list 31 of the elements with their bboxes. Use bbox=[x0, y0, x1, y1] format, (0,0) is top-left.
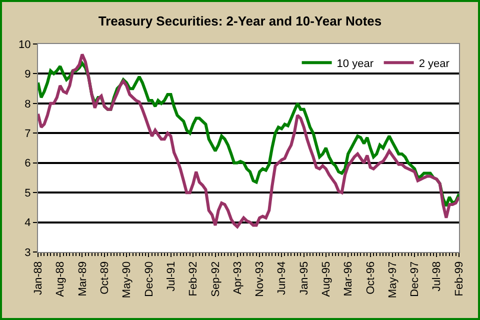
x-tick-label: Jan-95 bbox=[298, 261, 310, 296]
x-tick-label: May-97 bbox=[386, 261, 399, 298]
x-tick-label: Jun-94 bbox=[276, 261, 288, 296]
y-tick-label: 9 bbox=[24, 68, 31, 81]
x-tick-label: Oct-96 bbox=[364, 261, 377, 294]
x-tick-label: Jul-98 bbox=[431, 261, 444, 292]
x-tick-label: Feb-92 bbox=[188, 261, 200, 296]
x-tick-label: Jan-88 bbox=[32, 261, 45, 296]
x-tick-label: Apr-93 bbox=[232, 261, 244, 294]
y-tick-label: 10 bbox=[18, 38, 31, 51]
y-tick-label: 8 bbox=[24, 98, 31, 110]
x-tick-label: Feb-99 bbox=[454, 261, 466, 296]
x-tick-label: Oct-89 bbox=[99, 261, 112, 294]
y-tick-label: 5 bbox=[24, 187, 31, 200]
x-tick-label: Dec-90 bbox=[143, 261, 156, 297]
x-tick-label: May-90 bbox=[121, 261, 134, 298]
x-tick-label: Mar-96 bbox=[342, 261, 355, 296]
x-tick-label: Aug-88 bbox=[54, 261, 67, 297]
y-tick-label: 7 bbox=[24, 128, 31, 140]
x-tick-label: Nov-93 bbox=[254, 261, 266, 297]
x-tick-label: Aug-95 bbox=[320, 261, 332, 297]
x-tick-label: Mar-89 bbox=[76, 261, 89, 296]
x-tick-label: Dec-97 bbox=[409, 261, 422, 297]
legend-label: 2 year bbox=[418, 58, 450, 70]
y-tick-label: 4 bbox=[24, 217, 31, 230]
y-tick-label: 6 bbox=[24, 158, 31, 170]
legend-label: 10 year bbox=[336, 58, 374, 70]
x-tick-label: Jul-91 bbox=[165, 261, 178, 292]
chart-title: Treasury Securities: 2-Year and 10-Year Notes bbox=[98, 13, 382, 28]
x-tick-label: Sep-92 bbox=[210, 261, 222, 297]
y-tick-label: 3 bbox=[24, 246, 31, 259]
